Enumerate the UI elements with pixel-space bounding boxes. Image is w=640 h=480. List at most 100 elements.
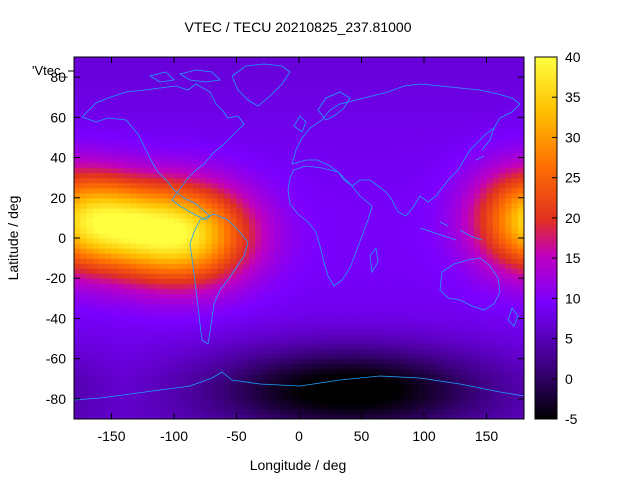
heatmap-cell: [136, 413, 144, 419]
heatmap-cell: [399, 207, 406, 214]
heatmap-cell: [374, 268, 381, 274]
heatmap-cell: [342, 162, 350, 169]
heatmap-cell: [186, 112, 194, 118]
heatmap-cell: [342, 137, 350, 144]
heatmap-cell: [367, 303, 375, 309]
heatmap-cell: [142, 107, 150, 113]
heatmap-cell: [192, 263, 200, 269]
heatmap-cell: [405, 268, 413, 274]
heatmap-cell: [499, 328, 506, 335]
heatmap-cell: [80, 202, 88, 209]
heatmap-cell: [130, 132, 138, 139]
heatmap-cell: [92, 318, 100, 325]
heatmap-cell: [186, 182, 194, 189]
heatmap-cell: [236, 137, 244, 144]
heatmap-cell: [161, 383, 169, 390]
heatmap-cell: [499, 363, 506, 370]
heatmap-cell: [392, 207, 400, 214]
heatmap-cell: [242, 413, 250, 419]
heatmap-cell: [405, 383, 413, 390]
heatmap-cell: [117, 278, 125, 284]
heatmap-cell: [492, 303, 500, 309]
heatmap-cell: [255, 313, 263, 320]
heatmap-cell: [224, 187, 231, 194]
heatmap-cell: [117, 343, 125, 350]
heatmap-cell: [299, 363, 306, 370]
heatmap-cell: [417, 333, 425, 340]
heatmap-cell: [74, 137, 81, 144]
heatmap-cell: [311, 248, 319, 254]
heatmap-cell: [349, 248, 356, 254]
heatmap-cell: [405, 77, 413, 83]
heatmap-cell: [324, 393, 331, 400]
heatmap-cell: [367, 273, 375, 279]
heatmap-cell: [92, 358, 100, 365]
heatmap-cell: [342, 232, 350, 239]
heatmap-cell: [111, 253, 119, 259]
heatmap-cell: [217, 167, 225, 174]
heatmap-cell: [205, 323, 213, 330]
heatmap-cell: [80, 197, 88, 204]
heatmap-cell: [211, 398, 219, 405]
heatmap-cell: [305, 152, 313, 159]
heatmap-cell: [436, 348, 444, 355]
heatmap-cell: [205, 303, 213, 309]
heatmap-cell: [486, 378, 494, 385]
heatmap-cell: [205, 378, 213, 385]
heatmap-cell: [461, 87, 469, 93]
heatmap-cell: [174, 393, 181, 400]
heatmap-cell: [424, 408, 431, 415]
heatmap-cell: [242, 318, 250, 325]
heatmap-cell: [492, 253, 500, 259]
heatmap-cell: [474, 273, 481, 279]
heatmap-cell: [292, 383, 300, 390]
heatmap-cell: [436, 202, 444, 209]
heatmap-cell: [380, 408, 388, 415]
heatmap-cell: [136, 92, 144, 98]
heatmap-cell: [436, 67, 444, 73]
heatmap-cell: [480, 212, 488, 219]
heatmap-cell: [180, 258, 188, 264]
heatmap-cell: [424, 363, 431, 370]
heatmap-cell: [74, 72, 81, 78]
heatmap-cell: [274, 77, 281, 83]
heatmap-cell: [436, 172, 444, 179]
heatmap-cell: [180, 232, 188, 239]
heatmap-cell: [280, 273, 288, 279]
heatmap-cell: [192, 358, 200, 365]
heatmap-cell: [186, 62, 194, 68]
heatmap-cell: [417, 363, 425, 370]
heatmap-cell: [217, 107, 225, 113]
heatmap-cell: [124, 413, 131, 419]
heatmap-cell: [499, 403, 506, 410]
heatmap-cell: [492, 238, 500, 244]
heatmap-cell: [224, 398, 231, 405]
heatmap-cell: [386, 408, 394, 415]
heatmap-cell: [211, 57, 219, 63]
heatmap-cell: [430, 413, 438, 419]
heatmap-cell: [286, 107, 294, 113]
heatmap-cell: [492, 348, 500, 355]
heatmap-cell: [324, 408, 331, 415]
heatmap-cell: [380, 232, 388, 239]
heatmap-cell: [449, 388, 456, 395]
heatmap-cell: [430, 192, 438, 199]
heatmap-cell: [411, 112, 419, 118]
heatmap-cell: [324, 333, 331, 340]
heatmap-cell: [217, 408, 225, 415]
heatmap-cell: [217, 97, 225, 103]
heatmap-cell: [174, 403, 181, 410]
heatmap-cell: [92, 132, 100, 139]
heatmap-cell: [236, 142, 244, 149]
heatmap-cell: [405, 388, 413, 395]
heatmap-cell: [249, 82, 256, 88]
heatmap-cell: [205, 333, 213, 340]
heatmap-cell: [267, 248, 275, 254]
heatmap-cell: [224, 182, 231, 189]
heatmap-cell: [474, 323, 481, 330]
heatmap-cell: [330, 82, 338, 88]
heatmap-cell: [74, 167, 81, 174]
heatmap-cell: [192, 77, 200, 83]
heatmap-cell: [199, 227, 206, 234]
heatmap-cell: [355, 358, 363, 365]
